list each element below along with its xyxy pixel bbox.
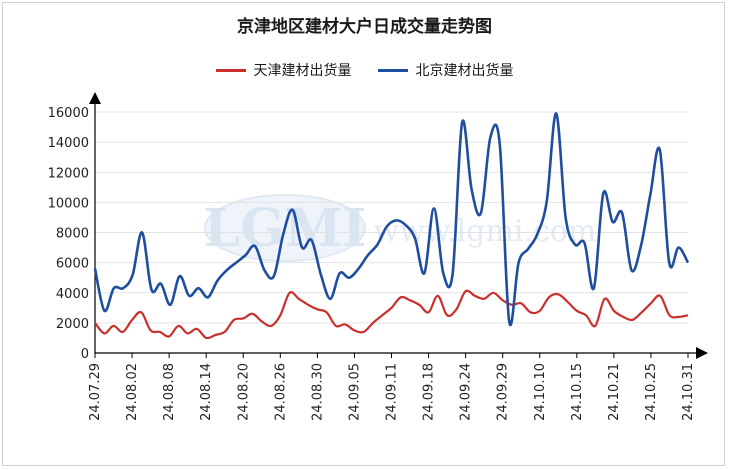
y-tick-label: 12000 <box>48 166 89 181</box>
x-tick-label: 24.08.02 <box>125 363 140 421</box>
y-tick-label: 2000 <box>56 317 89 332</box>
x-axis-ticks: 24.07.29 24.08.02 24.08.08 24.08.14 24.08.20… <box>88 353 696 421</box>
y-tick-label: 8000 <box>56 227 89 242</box>
x-tick-label: 24.08.30 <box>310 363 325 421</box>
y-tick-label: 10000 <box>48 196 89 211</box>
x-tick-label: 24.09.11 <box>385 363 400 421</box>
grid-lines <box>95 111 688 324</box>
legend-item-tianjin[interactable]: 天津建材出货量 <box>215 60 352 80</box>
chart-title: 京津地区建材大户日成交量走势图 <box>237 17 492 37</box>
legend-item-beijing[interactable]: 北京建材出货量 <box>377 60 514 80</box>
x-tick-label: 24.08.08 <box>162 363 177 421</box>
y-tick-label: 14000 <box>48 136 89 151</box>
y-axis-arrow <box>89 92 101 104</box>
chart-legend: 天津建材出货量 北京建材出货量 <box>0 60 729 80</box>
y-axis-ticks: 0 2000 4000 6000 8000 10000 12000 14000 16000 <box>48 106 89 362</box>
x-tick-label: 24.08.14 <box>199 363 214 421</box>
x-axis-arrow <box>696 347 708 359</box>
x-tick-label: 24.08.20 <box>236 363 251 421</box>
x-tick-label: 24.09.18 <box>422 363 437 421</box>
x-tick-label: 24.09.29 <box>496 363 511 421</box>
watermark: LGMI www.lgmi.com <box>204 194 597 262</box>
x-tick-label: 24.08.26 <box>273 363 288 421</box>
x-tick-label: 24.10.31 <box>681 363 696 421</box>
axes <box>89 92 708 359</box>
watermark-url-text: www.lgmi.com <box>374 214 597 249</box>
series-lines <box>93 112 690 340</box>
chart-frame <box>2 2 725 466</box>
x-tick-label: 24.10.15 <box>570 363 585 421</box>
y-tick-label: 16000 <box>48 106 89 121</box>
x-tick-label: 24.10.25 <box>644 363 659 421</box>
x-tick-label: 24.07.29 <box>88 363 103 421</box>
series-line-tianjin[interactable] <box>94 289 689 340</box>
y-tick-label: 0 <box>81 347 89 362</box>
legend-swatch-beijing <box>377 68 408 72</box>
y-tick-label: 4000 <box>56 287 89 302</box>
series-line-beijing[interactable] <box>93 112 690 327</box>
x-tick-label: 24.09.24 <box>459 363 474 421</box>
legend-label-tianjin: 天津建材出货量 <box>253 63 352 79</box>
legend-swatch-tianjin <box>215 68 246 72</box>
x-tick-label: 24.10.21 <box>607 363 622 421</box>
x-tick-label: 24.10.10 <box>533 363 548 421</box>
legend-label-beijing: 北京建材出货量 <box>415 63 514 79</box>
x-tick-label: 24.09.05 <box>347 363 362 421</box>
y-tick-label: 6000 <box>56 257 89 272</box>
